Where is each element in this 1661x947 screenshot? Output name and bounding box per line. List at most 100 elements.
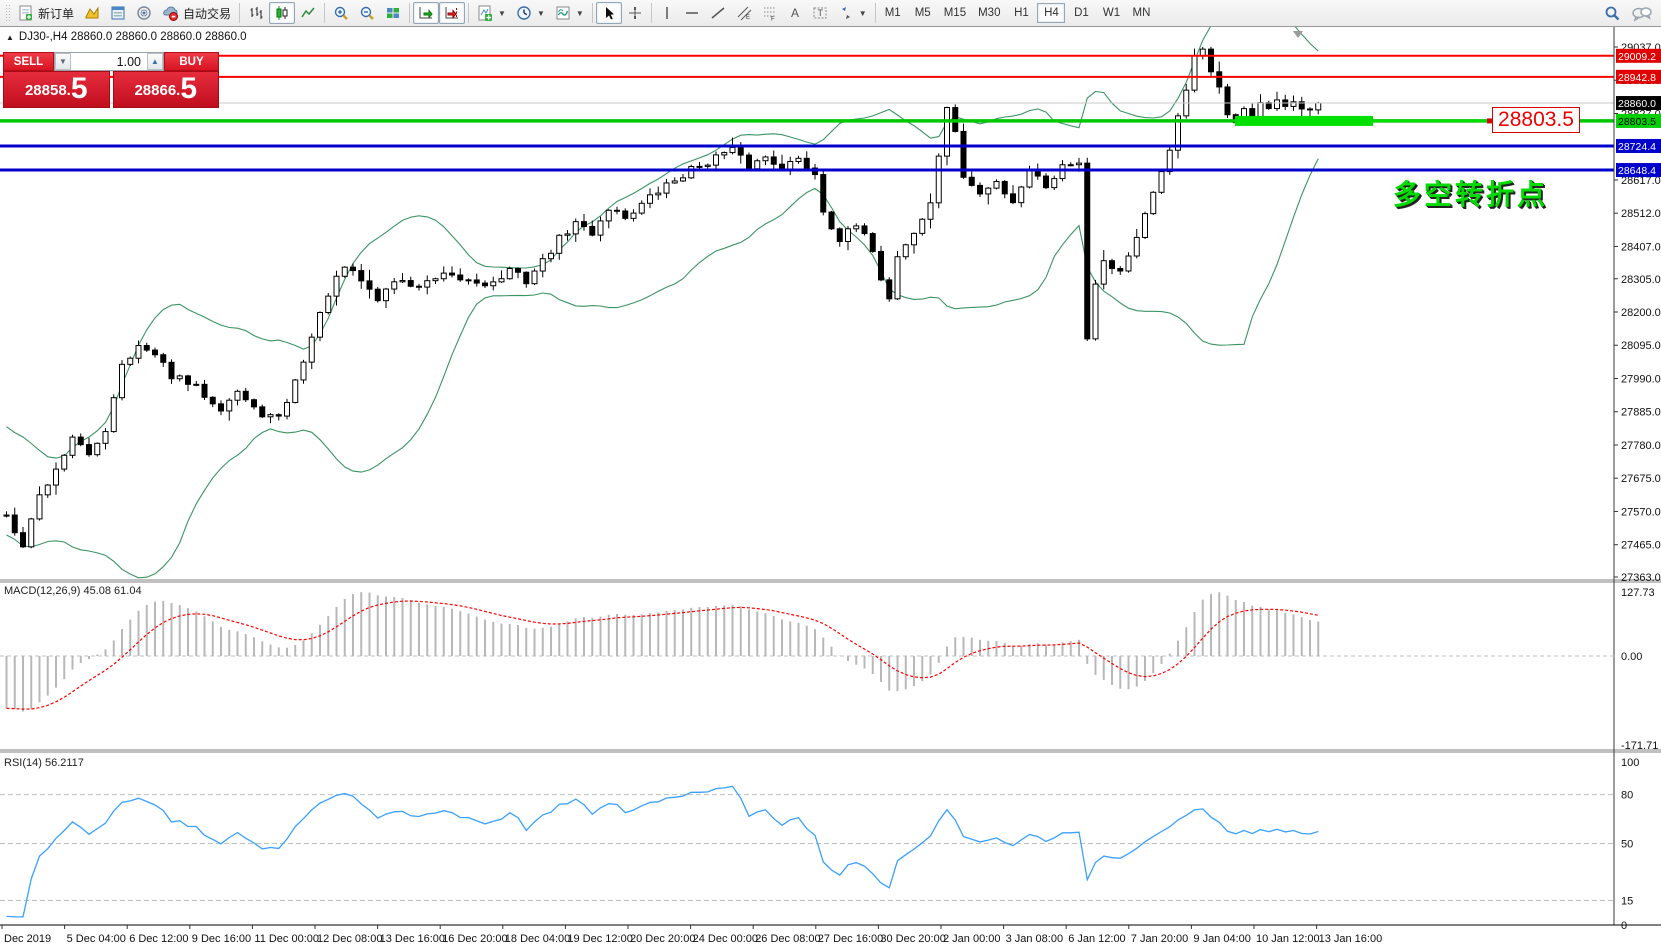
line-chart-mode-button[interactable] <box>295 2 321 24</box>
candle-body <box>1265 102 1272 110</box>
candle-body <box>1216 71 1223 88</box>
candle-body <box>102 431 109 444</box>
templates-button[interactable]: ▼ <box>550 2 589 24</box>
candle-body <box>383 288 389 302</box>
autotrading-button[interactable]: 自动交易 <box>157 2 236 24</box>
candle-body <box>704 164 711 167</box>
buy-button[interactable]: BUY <box>164 52 219 71</box>
timeframe-button-mn[interactable]: MN <box>1132 7 1151 19</box>
candle-body <box>548 252 554 260</box>
candle-body <box>597 220 604 236</box>
timeframe-button-w1[interactable]: W1 <box>1102 7 1121 19</box>
candle-body <box>440 272 447 280</box>
candle-body <box>671 180 678 184</box>
candle-body <box>622 210 629 219</box>
tile-windows-button[interactable] <box>380 2 406 24</box>
candlestick-mode-button[interactable] <box>269 2 296 24</box>
y-axis-tick-label: 27885.0 <box>1621 407 1661 419</box>
candle-body <box>391 281 398 290</box>
candle-body <box>424 280 431 288</box>
candle-body <box>1084 162 1091 340</box>
x-axis-label: 13 Dec 16:00 <box>380 933 445 945</box>
auto-scroll-button[interactable] <box>413 2 440 24</box>
trendline-button[interactable] <box>705 2 731 24</box>
horizontal-line-button[interactable] <box>679 2 705 24</box>
volume-value[interactable]: 1.00 <box>116 54 141 69</box>
text-button[interactable]: A <box>783 2 807 24</box>
candle-body <box>498 278 505 283</box>
candle-body <box>201 383 208 398</box>
rsi-line <box>6 785 1319 918</box>
svg-text:T: T <box>817 8 823 18</box>
data-window-button[interactable] <box>105 2 131 24</box>
chart-profiles-button[interactable] <box>79 2 105 24</box>
x-axis-label: 5 Dec 04:00 <box>67 933 126 945</box>
toolbar-grip[interactable] <box>5 4 10 22</box>
candle-body <box>911 232 917 246</box>
x-axis-label: 24 Dec 00:00 <box>693 933 758 945</box>
candle-body <box>581 221 587 227</box>
candle-body <box>1133 236 1140 257</box>
price-callout-label[interactable]: 28803.5 <box>1492 107 1580 133</box>
timeframe-button-h4[interactable]: H4 <box>1037 3 1066 23</box>
rsi-axis-label: 80 <box>1621 790 1633 802</box>
zoom-in-button[interactable] <box>328 2 354 24</box>
channel-button[interactable]: E <box>731 2 757 24</box>
candle-body <box>242 390 249 401</box>
volume-stepper: ▼ 1.00 ▲ <box>54 52 164 71</box>
candle-body <box>143 345 150 351</box>
candle-body <box>1109 260 1115 269</box>
fibonacci-button[interactable]: F <box>757 2 783 24</box>
search-icon[interactable] <box>1603 5 1621 23</box>
candle-body <box>20 532 26 548</box>
new-order-button[interactable]: 新订单 <box>13 2 79 24</box>
candle-body <box>630 212 637 219</box>
periods-button[interactable]: ▼ <box>511 2 550 24</box>
timeframe-button-m30[interactable]: M30 <box>978 7 1001 19</box>
bull-bear-turning-point-annotation: 多空转折点 <box>1393 179 1549 210</box>
candle-body <box>754 160 761 170</box>
candle-body <box>1100 260 1107 285</box>
candle-body <box>1175 115 1181 151</box>
chart-shift-button[interactable] <box>439 2 466 24</box>
y-axis-tick-label: 28512.0 <box>1621 208 1661 220</box>
candle-body <box>1001 180 1008 195</box>
y-axis-tick-label: 28305.0 <box>1621 274 1661 286</box>
x-axis-label: 13 Jan 16:00 <box>1319 933 1383 945</box>
bar-chart-mode-button[interactable] <box>243 2 269 24</box>
volume-increase-button[interactable]: ▲ <box>147 53 163 70</box>
templates-icon <box>556 6 570 20</box>
volume-decrease-button[interactable]: ▼ <box>55 53 71 70</box>
rsi-axis-label: 0 <box>1621 920 1627 932</box>
rsi-label: RSI(14) 56.2117 <box>4 757 84 769</box>
timeframe-button-d1[interactable]: D1 <box>1074 7 1089 19</box>
candle-body <box>135 345 142 359</box>
zoom-out-button[interactable] <box>354 2 380 24</box>
timeframe-button-m15[interactable]: M15 <box>943 7 967 19</box>
navigator-button[interactable] <box>131 2 157 24</box>
sell-button[interactable]: SELL <box>3 52 54 71</box>
shapes-button[interactable]: ▼ <box>833 2 872 24</box>
vertical-line-button[interactable] <box>655 2 679 24</box>
vertical-line-icon <box>666 7 668 19</box>
crosshair-button[interactable] <box>622 2 648 24</box>
candle-body <box>935 155 942 204</box>
zoom-out-icon <box>360 6 374 20</box>
timeframe-button-h1[interactable]: H1 <box>1014 7 1029 19</box>
cursor-button[interactable] <box>595 2 622 24</box>
chart-canvas[interactable]: 29037.028932.028827.028617.028512.028407… <box>0 27 1661 947</box>
macd-axis-label: -171.71 <box>1621 740 1658 752</box>
candle-body <box>1315 102 1322 111</box>
indicators-button[interactable]: ▼ <box>472 2 511 24</box>
candle-body <box>36 494 43 520</box>
candle-body <box>1191 55 1198 91</box>
chat-icon[interactable] <box>1631 5 1653 23</box>
x-axis-label: 20 Dec 20:00 <box>630 933 695 945</box>
candle-body <box>1026 170 1033 188</box>
label-button[interactable]: T <box>807 2 833 24</box>
symbol-collapse-icon[interactable]: ▲ <box>6 32 14 42</box>
timeframe-button-m5[interactable]: M5 <box>914 7 931 19</box>
price-tag-label: 28648.4 <box>1618 165 1656 177</box>
candle-body <box>1257 102 1264 119</box>
timeframe-button-m1[interactable]: M1 <box>884 7 901 19</box>
